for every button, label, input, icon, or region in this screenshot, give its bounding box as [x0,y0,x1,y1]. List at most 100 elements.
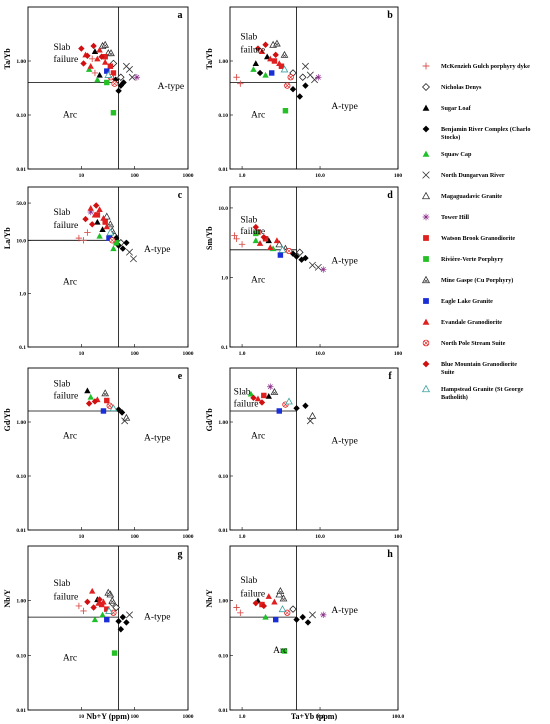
data-point-watson [104,397,110,404]
field-label: failure [234,398,259,409]
data-point-tower [267,383,274,390]
data-points [233,39,322,114]
data-points [247,383,317,425]
data-point-sugar [84,387,91,394]
data-points [75,202,137,263]
data-point-bluemt [84,598,91,606]
data-point-bluemt [250,394,257,402]
data-point-dung [309,611,316,619]
data-point-benj [304,619,312,626]
data-point-evandale [95,599,102,606]
data-point-evandale [94,55,101,62]
y-axis-label: La/Yb [3,227,12,249]
data-point-evandale [276,60,283,67]
data-point-benj [117,82,125,89]
panel-c: 10 100 1000 0.1 1.0 10.0 50.0 La/Yb c Slab failure… [3,186,194,357]
legend-label: Magaguadavic Granite [441,193,502,200]
plot-frame [27,545,189,711]
data-point-benj [118,409,126,416]
data-point-evandale [89,587,96,594]
field-label: Slab [240,33,257,43]
field-label: failure [240,588,265,599]
x-tick-label: 1000 [183,714,194,720]
data-point-evandale [91,211,99,218]
field-label: Slab [240,215,257,225]
data-point-squaw [252,237,260,244]
x-tick-label: 10 [79,714,85,720]
data-point-squaw [94,76,101,83]
legend-marker-watson [423,235,429,241]
data-point-watson [102,54,108,60]
y-tick-label: 10.0 [218,206,228,212]
data-point-watson [107,63,114,69]
data-point-eagle [277,252,284,258]
data-point-gaspe [279,594,288,602]
data-point-benj [123,619,130,626]
data-point-sugar [263,53,271,60]
x-tick-label: 100 [131,534,140,540]
y-tick-label: 1.00 [218,599,228,605]
legend-label: Sugar Loaf [441,105,472,112]
field-label: A-type [331,606,357,616]
y-axis-label: Gd/Yb [3,408,12,432]
legend-item-squaw: Squaw Cap [422,150,472,158]
field-label: Arc [251,275,265,285]
legend-item-hamp: Hampstead Granite (St George Batholith) [421,384,524,401]
data-point-squaw [99,611,106,618]
data-point-bluemt [90,604,97,611]
data-point-benj [299,613,306,621]
y-tick-label: 0.1 [221,345,228,351]
data-point-squaw [247,390,255,397]
x-tick-label: 100 [131,714,140,720]
data-point-evandale [101,59,109,65]
data-point-maga [102,212,111,220]
data-point-eagle [276,408,282,414]
field-label: Arc [251,431,265,441]
field-label: A-type [158,82,184,92]
legend-item-riviere: Rivière-Verte Porphyry [423,256,504,263]
data-point-tower [320,611,327,619]
x-tick-label: 100 [131,173,140,179]
legend: McKenzieh Gulch porphyry dyke Nicholas De… [421,62,530,401]
x-tick-label: 100 [131,351,140,357]
data-point-sugar [265,393,272,399]
legend-item-npole: North Pole Stream Suite [422,339,506,347]
plot-frame [27,367,189,531]
y-tick-label: 0.10 [218,474,228,480]
data-point-bluemt [90,42,97,50]
data-point-squaw [87,393,94,400]
data-point-benj [256,69,264,77]
y-tick-label: 1.00 [218,59,228,65]
data-point-bluemt [258,399,266,406]
data-point-eagle [272,616,279,623]
data-points [233,587,327,654]
data-point-mck [237,609,244,616]
x-tick-label: 10.0 [315,173,325,179]
legend-label: Nicholas Denys [441,84,482,91]
data-point-dung [309,261,316,269]
data-point-hamp [106,228,115,236]
data-points [84,387,131,425]
data-point-mck [237,80,244,87]
x-tick-label: 10.0 [315,714,325,720]
data-point-evandale [103,223,110,230]
data-point-mck [233,604,240,611]
data-point-bluemt [89,221,96,228]
y-tick-label: 0.01 [16,708,26,714]
plot-frame [229,186,399,348]
field-label: Slab [53,380,70,390]
data-point-hamp [285,397,293,405]
data-point-gaspe [101,40,110,48]
legend-label: Eagle Lake Granite [441,298,493,305]
y-tick-label: 0.10 [218,113,228,119]
data-point-bluemt [85,400,93,407]
data-point-tower [133,74,141,81]
data-point-eagle [106,235,112,241]
legend-marker-mck [422,62,430,70]
field-label: failure [240,44,265,55]
data-point-mck [231,232,238,239]
data-point-hamp [104,70,113,78]
data-point-watson [261,392,267,399]
y-tick-label: 0.01 [218,708,228,714]
